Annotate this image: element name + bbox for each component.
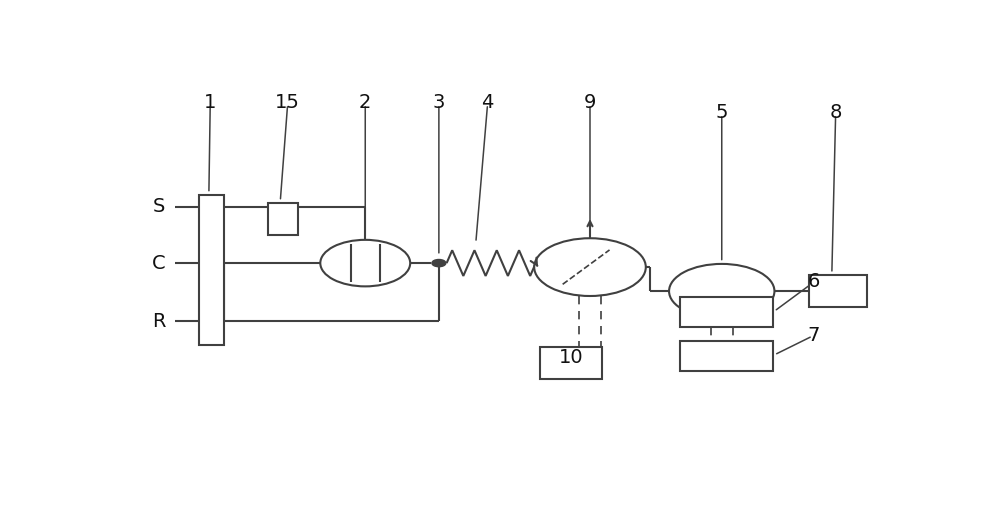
Text: 2: 2 [359,93,371,112]
Bar [540,348,602,379]
Circle shape [534,238,646,296]
Text: 8: 8 [829,103,842,122]
Text: 10: 10 [559,348,584,367]
Text: S: S [153,197,165,216]
Circle shape [669,264,774,318]
Text: R: R [152,312,166,331]
Bar [809,275,867,307]
Text: 1: 1 [204,93,216,112]
Text: 7: 7 [808,326,820,345]
Text: 3: 3 [433,93,445,112]
Text: 4: 4 [482,93,494,112]
Circle shape [432,259,446,267]
Text: 9: 9 [584,93,596,112]
Circle shape [320,240,410,287]
Bar [680,297,773,327]
Bar [680,341,773,370]
Text: 6: 6 [808,272,820,291]
Text: 15: 15 [275,93,300,112]
Bar [268,203,298,235]
Text: C: C [152,254,166,272]
Text: 5: 5 [716,103,728,122]
Bar [199,195,224,345]
